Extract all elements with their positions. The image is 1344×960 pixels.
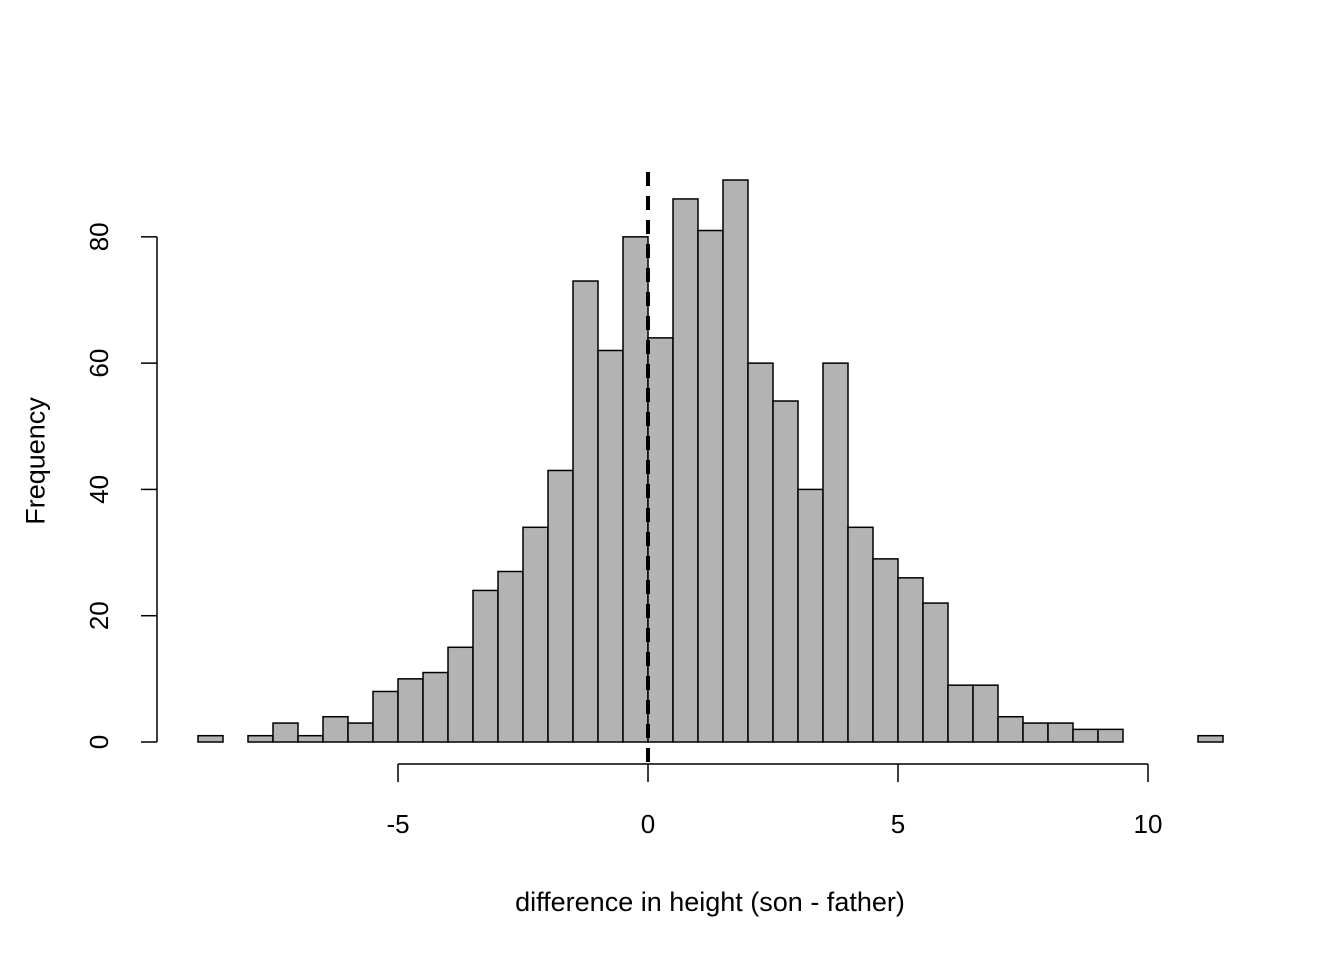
x-axis-title: difference in height (son - father) [515,887,905,917]
histogram-bar [547,469,574,743]
histogram-bar [372,690,399,743]
histogram-bar [972,684,999,743]
histogram-bar [397,678,424,743]
histogram-bar [722,179,749,743]
y-tick-label: 0 [84,735,114,749]
histogram-bar [347,722,374,743]
x-tick-label: 5 [891,809,905,839]
x-tick-label: 0 [641,809,655,839]
histogram-bar [472,589,499,743]
x-tick-label: -5 [386,809,409,839]
y-tick-label: 20 [84,601,114,630]
histogram-bars [197,179,1224,743]
histogram-bar [897,577,924,743]
histogram-bar [872,558,899,743]
histogram-bar [422,671,449,743]
histogram-bar [1047,722,1074,743]
y-axis-title: Frequency [20,397,50,525]
histogram-bar [947,684,974,743]
y-tick-label: 60 [84,349,114,378]
histogram-bar [622,236,649,743]
histogram-bar [697,229,724,743]
histogram-bar [297,734,324,743]
x-tick-label: 10 [1134,809,1163,839]
histogram-bar [847,526,874,743]
histogram-bar [797,488,824,743]
histogram-bar [772,400,799,743]
histogram-bar [822,362,849,743]
histogram-bar [1072,728,1099,743]
histogram-bar [1197,734,1224,743]
histogram-bar [572,280,599,743]
histogram-bar [997,715,1024,743]
histogram-bar [747,362,774,743]
histogram-bar [247,734,274,743]
histogram-bar [672,198,699,743]
histogram-bar [272,722,299,743]
histogram-bar [322,715,349,743]
histogram-bar [1022,722,1049,743]
histogram-bar [197,734,224,743]
histogram-bar [497,570,524,743]
histogram-bar [1097,728,1124,743]
histogram-bar [522,526,549,743]
histogram-bar [597,349,624,743]
y-tick-label: 40 [84,475,114,504]
histogram-bar [922,602,949,743]
x-axis: -5 0 5 10 [386,763,1163,839]
histogram-bar [447,646,474,743]
y-tick-label: 80 [84,222,114,251]
histogram-bar [647,337,674,743]
y-axis: 0 20 40 60 80 [84,222,158,749]
